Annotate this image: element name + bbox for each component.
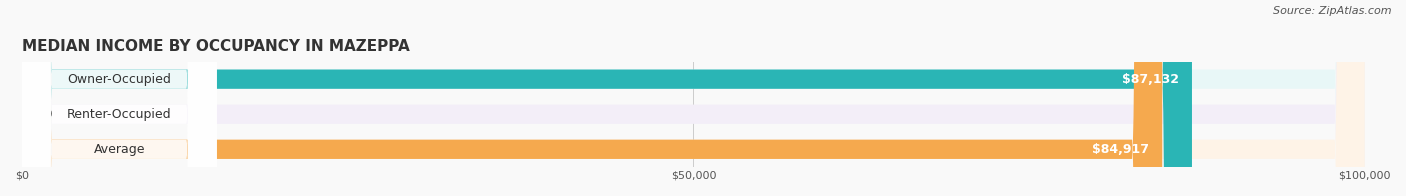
- Text: $87,132: $87,132: [1122, 73, 1178, 86]
- FancyBboxPatch shape: [22, 0, 217, 196]
- Text: Renter-Occupied: Renter-Occupied: [67, 108, 172, 121]
- FancyBboxPatch shape: [22, 0, 1365, 196]
- FancyBboxPatch shape: [22, 0, 217, 196]
- FancyBboxPatch shape: [22, 0, 1365, 196]
- Text: Average: Average: [94, 143, 145, 156]
- FancyBboxPatch shape: [22, 0, 1365, 196]
- Text: Owner-Occupied: Owner-Occupied: [67, 73, 172, 86]
- Text: $84,917: $84,917: [1092, 143, 1149, 156]
- FancyBboxPatch shape: [22, 0, 1192, 196]
- FancyBboxPatch shape: [22, 0, 1163, 196]
- Text: MEDIAN INCOME BY OCCUPANCY IN MAZEPPA: MEDIAN INCOME BY OCCUPANCY IN MAZEPPA: [22, 39, 409, 54]
- FancyBboxPatch shape: [22, 0, 217, 196]
- Text: Source: ZipAtlas.com: Source: ZipAtlas.com: [1274, 6, 1392, 16]
- Text: $0: $0: [35, 108, 53, 121]
